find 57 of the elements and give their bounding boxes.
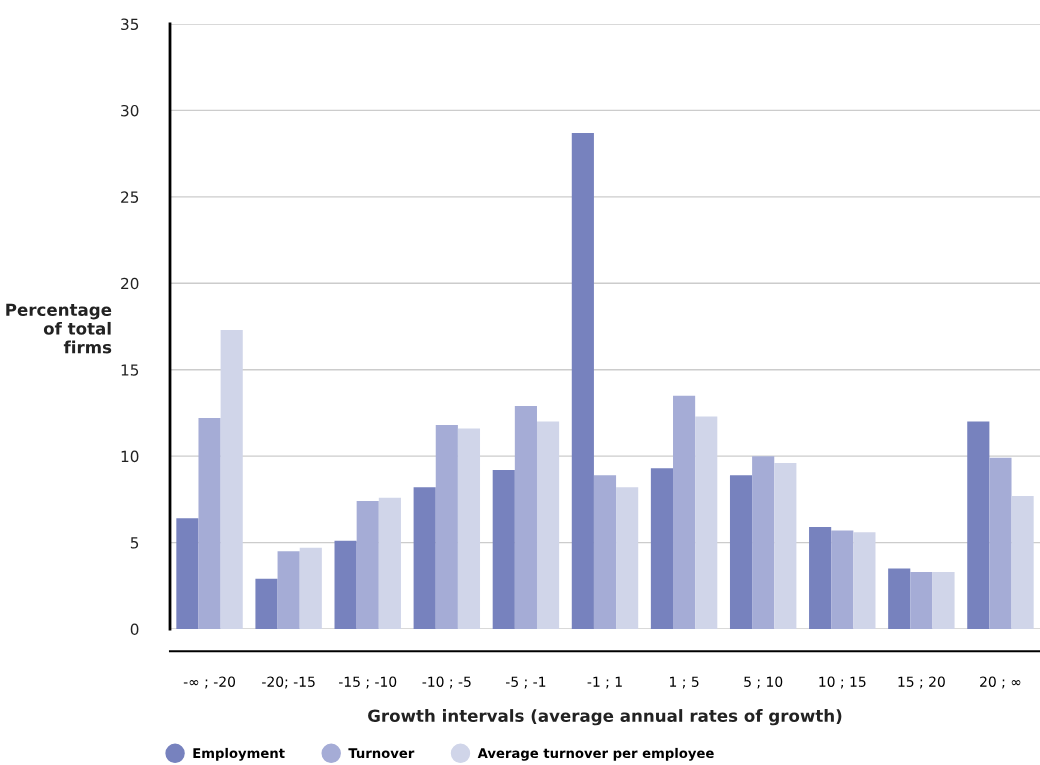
x-tick-label: -1 ; 1	[587, 676, 622, 689]
bar	[616, 487, 639, 629]
bar	[729, 475, 753, 629]
bar	[809, 527, 832, 629]
bar	[774, 463, 797, 629]
x-tick-label: 5 ; 10	[744, 676, 783, 689]
bar	[198, 418, 221, 629]
bar	[695, 416, 718, 629]
x-tick-label: 20 ; ∞	[980, 676, 1021, 689]
x-tick-label: -5 ; -1	[505, 676, 546, 689]
y-tick-label: 5	[130, 537, 139, 549]
bar	[334, 540, 357, 629]
y-tick-label: 35	[121, 18, 139, 31]
bar	[457, 428, 481, 629]
legend-label: Turnover	[348, 748, 415, 759]
bar	[514, 406, 537, 629]
y-tick-label: 15	[121, 364, 139, 376]
x-tick-label: -15 ; -10	[338, 676, 397, 689]
y-axis-title: Percentage of total firms	[6, 303, 112, 354]
bar	[413, 487, 436, 629]
bar	[378, 497, 401, 629]
x-tick-label: 1 ; 5	[670, 676, 699, 689]
y-tick-label: 30	[121, 104, 139, 117]
bar	[435, 425, 458, 629]
legend-label: Average turnover per employee	[477, 747, 714, 761]
bar	[1011, 495, 1034, 629]
bar	[967, 421, 990, 629]
bar	[831, 530, 854, 629]
bar	[593, 475, 617, 629]
bar	[536, 421, 560, 629]
bar	[752, 456, 775, 629]
bar	[888, 568, 911, 629]
y-tick-label: 25	[121, 191, 139, 203]
bar	[650, 468, 674, 629]
x-tick-label: -∞ ; -20	[183, 676, 236, 689]
bar	[356, 501, 379, 629]
y-tick-label: 10	[121, 450, 139, 463]
x-tick-label: 15 ; 20	[898, 676, 945, 689]
bar	[571, 132, 594, 629]
bar	[299, 547, 322, 629]
x-tick-label: -20; -15	[262, 676, 315, 689]
bar	[910, 571, 933, 629]
bar	[492, 469, 515, 629]
bar	[220, 329, 243, 629]
bar	[176, 518, 199, 629]
bar	[932, 571, 955, 629]
legend-label: Employment	[193, 747, 285, 761]
bar	[673, 395, 696, 629]
y-tick-label: 20	[121, 277, 139, 290]
x-tick-label: -10 ; -5	[422, 676, 471, 689]
bar	[853, 532, 876, 629]
x-axis-title: Growth intervals (average annual rates of growth)	[368, 709, 842, 726]
bar	[255, 578, 278, 629]
bar	[989, 457, 1012, 629]
y-tick-label: 0	[130, 623, 139, 636]
bar	[277, 551, 300, 629]
x-tick-label: 10 ; 15	[819, 676, 866, 689]
